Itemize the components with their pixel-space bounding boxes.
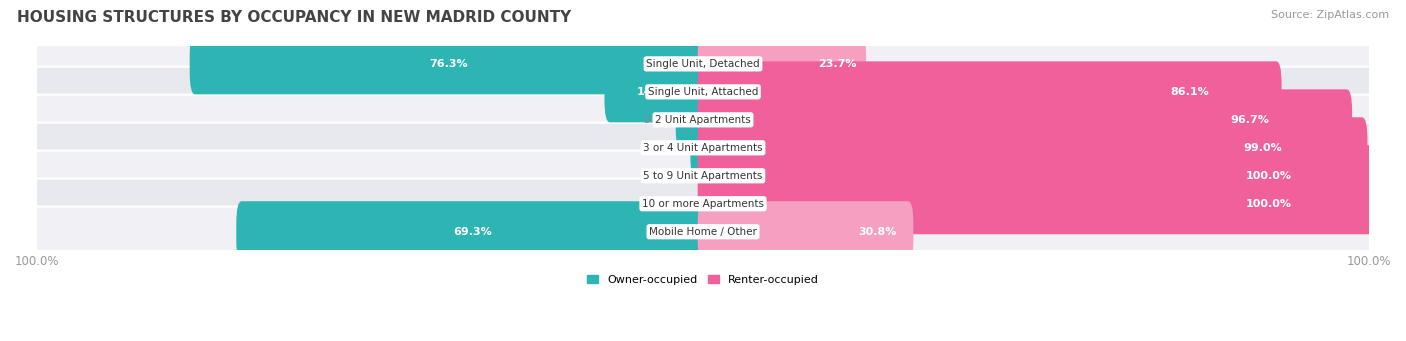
FancyBboxPatch shape bbox=[35, 95, 1371, 145]
Text: 10 or more Apartments: 10 or more Apartments bbox=[643, 199, 763, 209]
Text: 86.1%: 86.1% bbox=[1171, 87, 1209, 97]
FancyBboxPatch shape bbox=[697, 33, 866, 94]
FancyBboxPatch shape bbox=[35, 207, 1371, 257]
Text: 100.0%: 100.0% bbox=[1246, 199, 1292, 209]
Text: 0.0%: 0.0% bbox=[665, 171, 693, 181]
FancyBboxPatch shape bbox=[35, 123, 1371, 173]
Text: Mobile Home / Other: Mobile Home / Other bbox=[650, 227, 756, 237]
Text: 3.3%: 3.3% bbox=[643, 115, 671, 125]
FancyBboxPatch shape bbox=[605, 61, 709, 122]
Legend: Owner-occupied, Renter-occupied: Owner-occupied, Renter-occupied bbox=[582, 270, 824, 289]
FancyBboxPatch shape bbox=[697, 61, 1281, 122]
FancyBboxPatch shape bbox=[190, 33, 709, 94]
Text: 0.0%: 0.0% bbox=[665, 199, 693, 209]
Text: 1.1%: 1.1% bbox=[658, 143, 686, 153]
FancyBboxPatch shape bbox=[697, 145, 1374, 206]
Text: Source: ZipAtlas.com: Source: ZipAtlas.com bbox=[1271, 10, 1389, 20]
FancyBboxPatch shape bbox=[697, 173, 1374, 234]
Text: 30.8%: 30.8% bbox=[858, 227, 897, 237]
Text: 76.3%: 76.3% bbox=[430, 59, 468, 69]
Text: 99.0%: 99.0% bbox=[1244, 143, 1282, 153]
FancyBboxPatch shape bbox=[697, 201, 914, 262]
FancyBboxPatch shape bbox=[35, 67, 1371, 117]
Text: 14.0%: 14.0% bbox=[637, 87, 676, 97]
Text: 69.3%: 69.3% bbox=[453, 227, 492, 237]
FancyBboxPatch shape bbox=[236, 201, 709, 262]
FancyBboxPatch shape bbox=[697, 89, 1353, 150]
Text: HOUSING STRUCTURES BY OCCUPANCY IN NEW MADRID COUNTY: HOUSING STRUCTURES BY OCCUPANCY IN NEW M… bbox=[17, 10, 571, 25]
FancyBboxPatch shape bbox=[697, 117, 1368, 178]
FancyBboxPatch shape bbox=[690, 117, 709, 178]
Text: 2 Unit Apartments: 2 Unit Apartments bbox=[655, 115, 751, 125]
FancyBboxPatch shape bbox=[35, 151, 1371, 201]
Text: Single Unit, Attached: Single Unit, Attached bbox=[648, 87, 758, 97]
Text: 100.0%: 100.0% bbox=[1246, 171, 1292, 181]
Text: 5 to 9 Unit Apartments: 5 to 9 Unit Apartments bbox=[644, 171, 762, 181]
Text: 3 or 4 Unit Apartments: 3 or 4 Unit Apartments bbox=[643, 143, 763, 153]
FancyBboxPatch shape bbox=[676, 89, 709, 150]
Text: 96.7%: 96.7% bbox=[1230, 115, 1270, 125]
FancyBboxPatch shape bbox=[35, 179, 1371, 229]
Text: Single Unit, Detached: Single Unit, Detached bbox=[647, 59, 759, 69]
FancyBboxPatch shape bbox=[35, 39, 1371, 89]
Text: 23.7%: 23.7% bbox=[818, 59, 856, 69]
